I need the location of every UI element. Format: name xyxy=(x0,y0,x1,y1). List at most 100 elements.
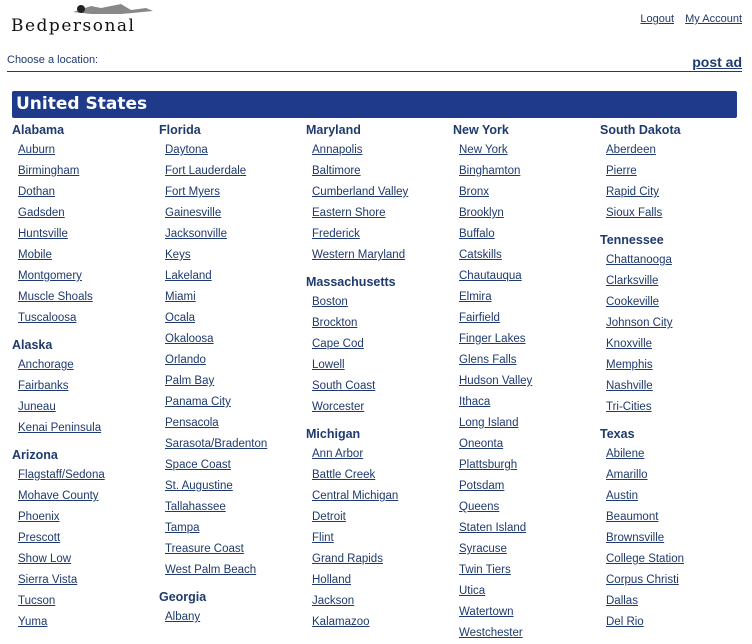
city-link[interactable]: Tampa xyxy=(165,522,200,534)
city-link[interactable]: Chattanooga xyxy=(606,254,672,266)
city-link[interactable]: Mobile xyxy=(18,249,52,261)
city-link[interactable]: Holland xyxy=(312,574,351,586)
city-link[interactable]: Dothan xyxy=(18,186,56,198)
city-link[interactable]: Ann Arbor xyxy=(312,448,364,460)
city-link[interactable]: Fairfield xyxy=(459,312,500,324)
city-link[interactable]: Treasure Coast xyxy=(165,543,244,555)
city-link[interactable]: Ocala xyxy=(165,312,196,324)
city-link[interactable]: Yuma xyxy=(18,616,48,628)
logout-link[interactable]: Logout xyxy=(640,13,675,25)
city-link[interactable]: Flagstaff/Sedona xyxy=(18,469,105,481)
city-link[interactable]: Cookeville xyxy=(606,296,660,308)
city-link[interactable]: Anchorage xyxy=(18,359,74,371)
city-link[interactable]: Finger Lakes xyxy=(459,333,526,345)
city-link[interactable]: Watertown xyxy=(459,606,514,618)
city-link[interactable]: Fairbanks xyxy=(18,380,69,392)
city-link[interactable]: Keys xyxy=(165,249,191,261)
city-link[interactable]: Johnson City xyxy=(606,317,673,329)
city-link[interactable]: Bronx xyxy=(459,186,490,198)
city-link[interactable]: Tucson xyxy=(18,595,56,607)
city-link[interactable]: Brownsville xyxy=(606,532,665,544)
city-link[interactable]: Tallahassee xyxy=(165,501,226,513)
city-link[interactable]: Detroit xyxy=(312,511,346,523)
city-link[interactable]: Beaumont xyxy=(606,511,659,523)
city-link[interactable]: Eastern Shore xyxy=(312,207,386,219)
city-link[interactable]: Baltimore xyxy=(312,165,361,177)
city-link[interactable]: Montgomery xyxy=(18,270,82,282)
city-link[interactable]: Huntsville xyxy=(18,228,68,240)
city-link[interactable]: Plattsburgh xyxy=(459,459,518,471)
city-link[interactable]: Hudson Valley xyxy=(459,375,533,387)
city-link[interactable]: Cape Cod xyxy=(312,338,364,350)
city-link[interactable]: Utica xyxy=(459,585,486,597)
city-link[interactable]: Okaloosa xyxy=(165,333,214,345)
city-link[interactable]: Juneau xyxy=(18,401,56,413)
city-link[interactable]: Tri-Cities xyxy=(606,401,652,413)
city-link[interactable]: Potsdam xyxy=(459,480,505,492)
city-link[interactable]: Knoxville xyxy=(606,338,653,350)
city-link[interactable]: Brooklyn xyxy=(459,207,504,219)
city-link[interactable]: West Palm Beach xyxy=(165,564,257,576)
city-link[interactable]: Albany xyxy=(165,611,201,623)
city-link[interactable]: Boston xyxy=(312,296,348,308)
city-link[interactable]: Annapolis xyxy=(312,144,363,156)
city-link[interactable]: Central Michigan xyxy=(312,490,399,502)
city-link[interactable]: Lowell xyxy=(312,359,345,371)
city-link[interactable]: College Station xyxy=(606,553,684,565)
city-link[interactable]: Westchester xyxy=(459,627,523,639)
city-link[interactable]: Tuscaloosa xyxy=(18,312,77,324)
city-link[interactable]: Binghamton xyxy=(459,165,521,177)
city-link[interactable]: Show Low xyxy=(18,553,72,565)
city-link[interactable]: Miami xyxy=(165,291,196,303)
city-link[interactable]: Amarillo xyxy=(606,469,648,481)
city-link[interactable]: Kenai Peninsula xyxy=(18,422,102,434)
city-link[interactable]: Muscle Shoals xyxy=(18,291,93,303)
city-link[interactable]: Pierre xyxy=(606,165,637,177)
city-link[interactable]: South Coast xyxy=(312,380,376,392)
city-link[interactable]: Twin Tiers xyxy=(459,564,511,576)
city-link[interactable]: Elmira xyxy=(459,291,492,303)
city-link[interactable]: Oneonta xyxy=(459,438,504,450)
city-link[interactable]: Sarasota/Bradenton xyxy=(165,438,268,450)
city-link[interactable]: Abilene xyxy=(606,448,645,460)
city-link[interactable]: Cumberland Valley xyxy=(312,186,409,198)
city-link[interactable]: Kalamazoo xyxy=(312,616,370,628)
post-ad-link[interactable]: post ad xyxy=(692,54,742,70)
city-link[interactable]: Gainesville xyxy=(165,207,222,219)
city-link[interactable]: Long Island xyxy=(459,417,519,429)
city-link[interactable]: Corpus Christi xyxy=(606,574,679,586)
city-link[interactable]: Fort Myers xyxy=(165,186,220,198)
city-link[interactable]: Prescott xyxy=(18,532,61,544)
my-account-link[interactable]: My Account xyxy=(685,13,742,25)
city-link[interactable]: Fort Lauderdale xyxy=(165,165,247,177)
city-link[interactable]: Jacksonville xyxy=(165,228,227,240)
city-link[interactable]: Ithaca xyxy=(459,396,491,408)
city-link[interactable]: Aberdeen xyxy=(606,144,656,156)
city-link[interactable]: Del Rio xyxy=(606,616,644,628)
city-link[interactable]: Staten Island xyxy=(459,522,527,534)
city-link[interactable]: Syracuse xyxy=(459,543,507,555)
city-link[interactable]: Brockton xyxy=(312,317,358,329)
city-link[interactable]: Flint xyxy=(312,532,334,544)
city-link[interactable]: Mohave County xyxy=(18,490,99,502)
city-link[interactable]: Orlando xyxy=(165,354,206,366)
city-link[interactable]: Frederick xyxy=(312,228,360,240)
city-link[interactable]: Birmingham xyxy=(18,165,80,177)
city-link[interactable]: Sioux Falls xyxy=(606,207,663,219)
city-link[interactable]: Nashville xyxy=(606,380,653,392)
city-link[interactable]: Clarksville xyxy=(606,275,659,287)
city-link[interactable]: St. Augustine xyxy=(165,480,233,492)
city-link[interactable]: Queens xyxy=(459,501,500,513)
city-link[interactable]: Grand Rapids xyxy=(312,553,383,565)
city-link[interactable]: Austin xyxy=(606,490,638,502)
city-link[interactable]: Jackson xyxy=(312,595,355,607)
city-link[interactable]: Western Maryland xyxy=(312,249,406,261)
city-link[interactable]: Space Coast xyxy=(165,459,231,471)
city-link[interactable]: Panama City xyxy=(165,396,231,408)
city-link[interactable]: Memphis xyxy=(606,359,653,371)
city-link[interactable]: Dallas xyxy=(606,595,638,607)
city-link[interactable]: Glens Falls xyxy=(459,354,517,366)
city-link[interactable]: Catskills xyxy=(459,249,502,261)
city-link[interactable]: New York xyxy=(459,144,508,156)
city-link[interactable]: Gadsden xyxy=(18,207,65,219)
